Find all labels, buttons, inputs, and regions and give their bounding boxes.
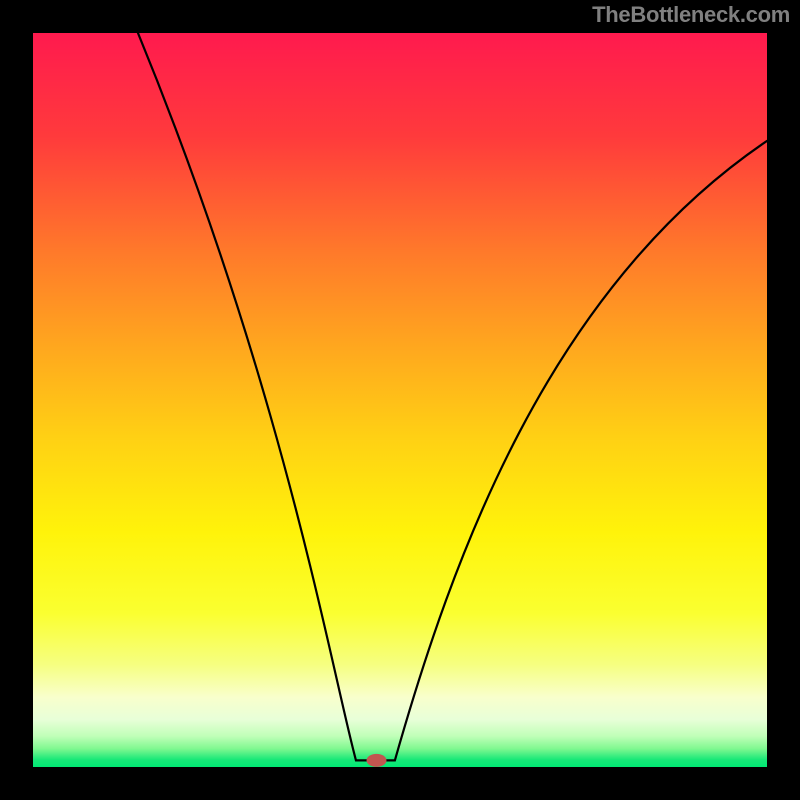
- chart-frame: TheBottleneck.com: [0, 0, 800, 800]
- bottleneck-chart: [33, 33, 767, 767]
- watermark-text: TheBottleneck.com: [592, 2, 790, 28]
- optimal-marker: [367, 754, 387, 767]
- plot-background: [33, 33, 767, 767]
